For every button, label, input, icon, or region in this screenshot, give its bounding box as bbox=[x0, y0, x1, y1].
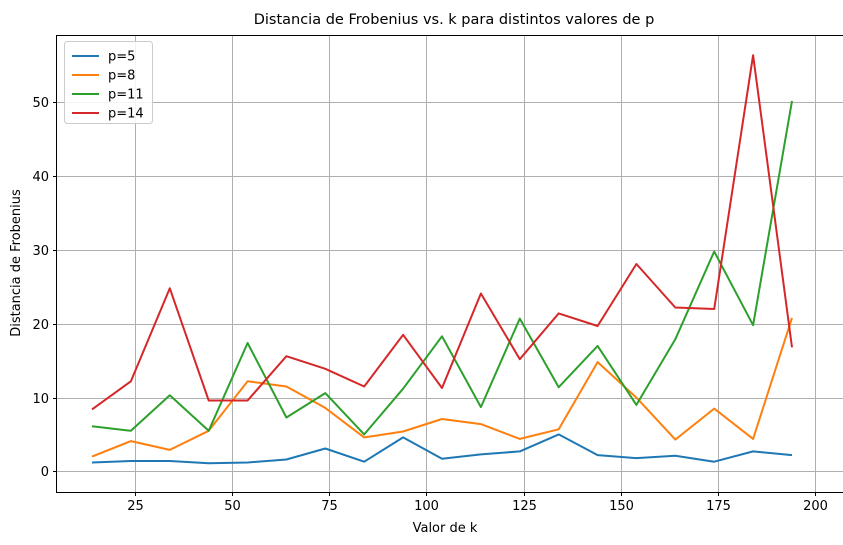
x-tick-label: 125 bbox=[512, 499, 537, 514]
series-line-p-14 bbox=[91, 54, 793, 411]
legend-label: p=8 bbox=[108, 69, 135, 84]
grid bbox=[57, 36, 843, 492]
x-tick-label: 175 bbox=[706, 499, 731, 514]
legend-label: p=14 bbox=[108, 107, 144, 122]
y-axis-label: Distancia de Frobenius bbox=[9, 189, 24, 337]
x-tick-label: 150 bbox=[609, 499, 634, 514]
x-tick-label: 75 bbox=[321, 499, 338, 514]
legend-label: p=11 bbox=[108, 88, 144, 103]
legend: p=5 p=8 p=11 p=14 bbox=[64, 41, 153, 124]
y-tick-label: 50 bbox=[32, 96, 49, 111]
series-line-p-5 bbox=[91, 433, 793, 465]
y-tick-label: 0 bbox=[41, 465, 49, 480]
axis-ticks: 25 50 75 100 125 150 175 200 0 10 20 30 40 50 bbox=[32, 96, 827, 514]
series-line-p-11 bbox=[91, 100, 793, 436]
legend-label: p=5 bbox=[108, 50, 135, 65]
series-lines bbox=[91, 54, 793, 465]
chart-title: Distancia de Frobenius vs. k para distin… bbox=[254, 12, 655, 28]
legend-box bbox=[64, 41, 153, 124]
y-tick-label: 10 bbox=[32, 392, 49, 407]
y-tick-label: 40 bbox=[32, 170, 49, 185]
x-tick-label: 100 bbox=[414, 499, 439, 514]
y-tick-label: 30 bbox=[32, 244, 49, 259]
plot-frame bbox=[56, 35, 843, 493]
x-axis-label: Valor de k bbox=[413, 521, 478, 536]
x-tick-label: 25 bbox=[127, 499, 144, 514]
x-tick-label: 50 bbox=[224, 499, 241, 514]
x-tick-label: 200 bbox=[803, 499, 828, 514]
y-tick-label: 20 bbox=[32, 318, 49, 333]
